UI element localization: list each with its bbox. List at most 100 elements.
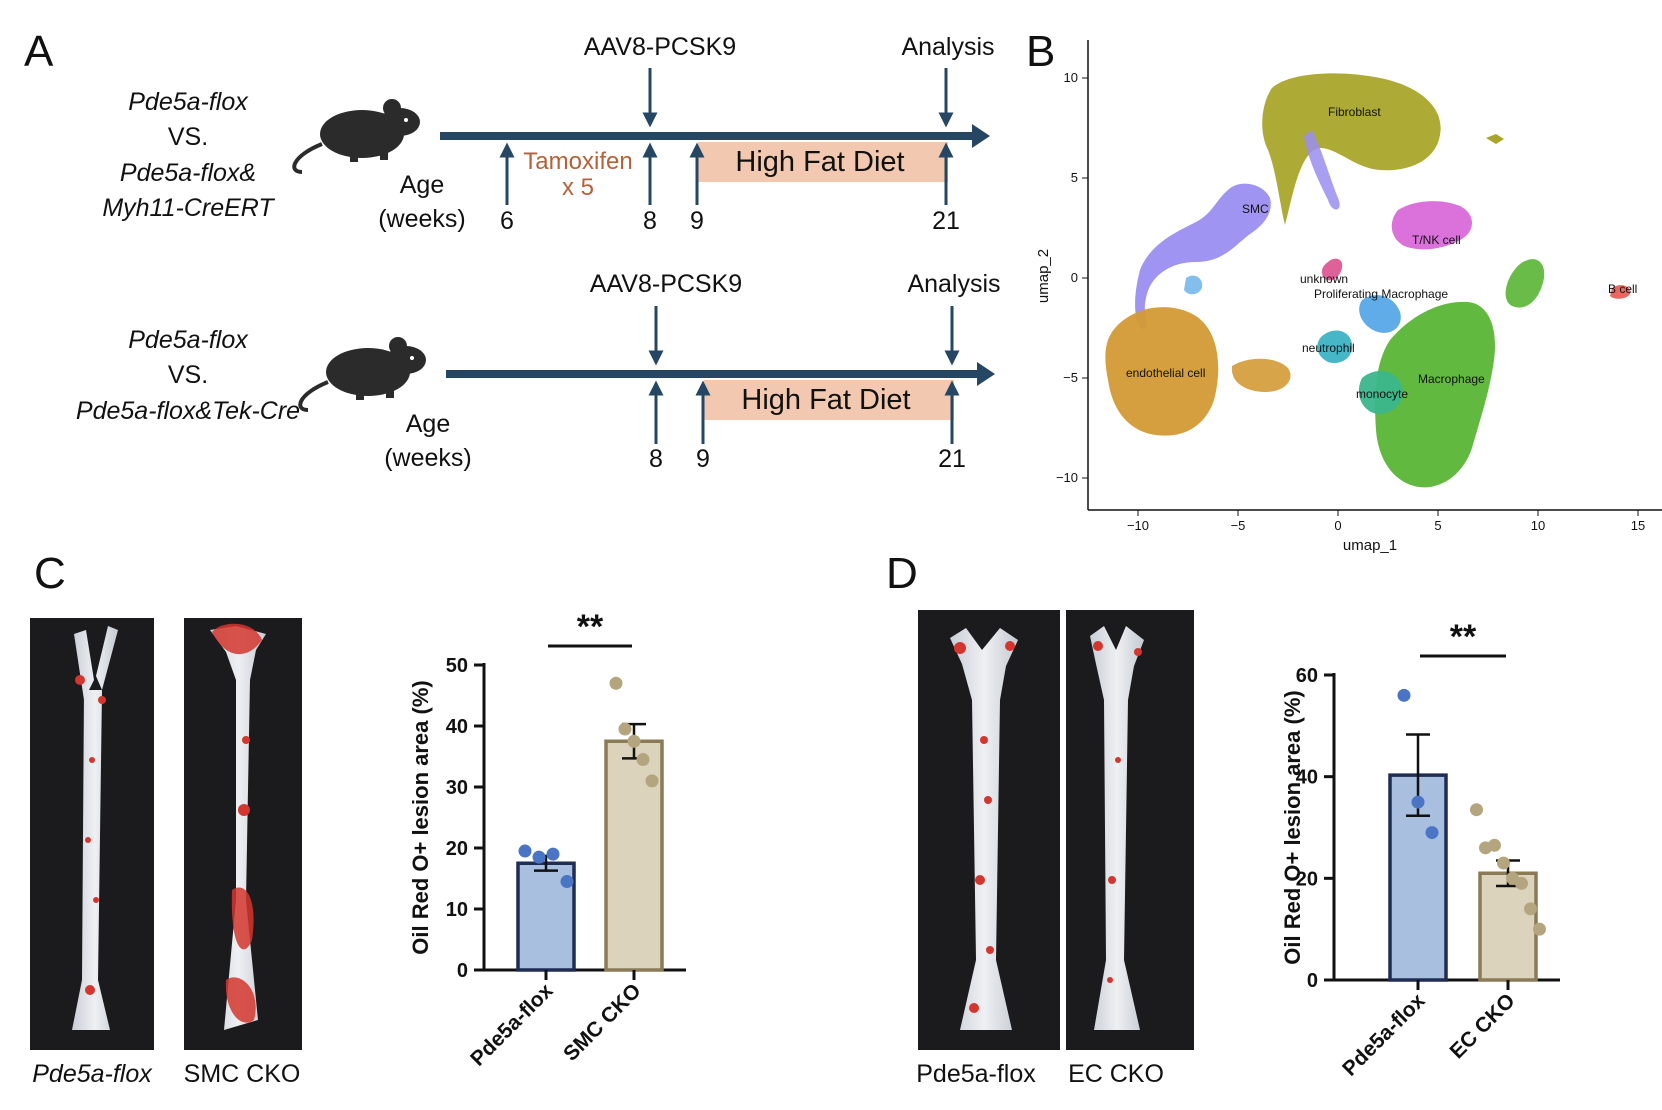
photo-caption: SMC CKO bbox=[184, 1060, 301, 1088]
significance-label: ** bbox=[577, 608, 604, 646]
mouse-icon bbox=[298, 337, 426, 412]
data-point bbox=[609, 676, 623, 690]
photo-caption: EC CKO bbox=[1068, 1060, 1164, 1088]
week-label: 21 bbox=[932, 207, 960, 235]
y-tick-label: 40 bbox=[1296, 767, 1318, 789]
age-unit-label: (weeks) bbox=[378, 205, 466, 233]
cluster-smc-branch bbox=[1304, 130, 1340, 210]
cluster-macrophage bbox=[1375, 301, 1495, 488]
week-label: 21 bbox=[938, 445, 966, 473]
data-point bbox=[532, 850, 546, 864]
umap-ytick: −10 bbox=[1056, 470, 1078, 485]
vs-label: VS. bbox=[168, 123, 208, 151]
cluster-macrophage-tail bbox=[1505, 259, 1545, 308]
umap-xtick: 15 bbox=[1631, 518, 1645, 533]
cluster-label: B cell bbox=[1608, 282, 1637, 296]
x-tick-label: Pde5a-flox bbox=[466, 979, 558, 1071]
panel-label-b: B bbox=[1026, 27, 1055, 76]
x-tick-label: EC CKO bbox=[1446, 989, 1520, 1063]
timeline-arrowhead bbox=[972, 124, 990, 148]
week-label: 8 bbox=[643, 207, 657, 235]
group-ko-label-line1: Pde5a-flox& bbox=[120, 159, 256, 187]
group-control-label: Pde5a-flox bbox=[128, 326, 249, 354]
y-axis-label: Oil Red O+ lesion area (%) bbox=[1280, 690, 1305, 964]
cluster-smc bbox=[1135, 183, 1271, 330]
bar-chart-c: 0 10 20 30 40 50 Oil Red O+ lesion area (%) Pde… bbox=[408, 608, 686, 1071]
tamoxifen-label: Tamoxifen bbox=[523, 148, 632, 175]
data-point bbox=[518, 844, 532, 858]
y-tick-label: 40 bbox=[446, 716, 468, 738]
injection-label: AAV8-PCSK9 bbox=[584, 33, 736, 61]
umap-y-label: umap_2 bbox=[1035, 249, 1052, 303]
umap-ytick: −5 bbox=[1063, 370, 1078, 385]
cluster-label: Macrophage bbox=[1418, 372, 1485, 386]
y-tick-label: 10 bbox=[446, 899, 468, 921]
vs-label: VS. bbox=[168, 361, 208, 389]
timeline-arrowhead bbox=[977, 362, 995, 386]
analysis-label: Analysis bbox=[907, 270, 1000, 298]
y-tick-label: 0 bbox=[1307, 970, 1318, 992]
timeline-ec: Pde5a-flox VS. Pde5a-flox&Tek-Cre Age (w… bbox=[76, 270, 1001, 473]
data-point bbox=[627, 734, 641, 748]
umap-xtick: −10 bbox=[1127, 518, 1149, 533]
hfd-bar bbox=[704, 380, 954, 420]
hfd-label: High Fat Diet bbox=[741, 384, 910, 416]
y-tick-label: 30 bbox=[446, 777, 468, 799]
tamoxifen-dose-label: x 5 bbox=[562, 174, 594, 201]
cluster-label: monocyte bbox=[1356, 387, 1408, 401]
umap-xtick: 10 bbox=[1531, 518, 1545, 533]
week-label: 9 bbox=[696, 445, 710, 473]
x-tick-label: SMC CKO bbox=[559, 979, 645, 1065]
group-ko-label: Pde5a-flox&Tek-Cre bbox=[76, 397, 300, 425]
cluster-bcell bbox=[1610, 285, 1631, 299]
data-point bbox=[1470, 803, 1483, 817]
y-tick-label: 50 bbox=[446, 655, 468, 677]
cluster-tnk bbox=[1391, 201, 1472, 250]
panel-label-d: D bbox=[886, 549, 918, 598]
umap-ytick: 0 bbox=[1071, 270, 1078, 285]
cluster-endothelial-side bbox=[1231, 358, 1291, 392]
umap-ytick: 10 bbox=[1064, 70, 1078, 85]
data-point bbox=[1497, 856, 1510, 870]
mouse-icon bbox=[292, 99, 420, 174]
umap-xtick: −5 bbox=[1231, 518, 1246, 533]
panel-label-a: A bbox=[24, 27, 54, 76]
cluster-label: neutrophil bbox=[1302, 341, 1355, 355]
umap-ytick: 5 bbox=[1071, 170, 1078, 185]
aorta-photo-d-cko bbox=[1066, 610, 1194, 1050]
umap-clusters bbox=[1105, 73, 1631, 488]
data-point bbox=[618, 722, 632, 736]
data-point bbox=[1397, 688, 1411, 702]
data-point bbox=[546, 847, 560, 861]
data-point bbox=[645, 774, 659, 788]
umap-plot: Fibroblast SMC T/NK cell unknown Prolife… bbox=[1035, 40, 1662, 554]
photo-caption: Pde5a-flox bbox=[916, 1060, 1036, 1088]
cluster-label: SMC bbox=[1242, 202, 1269, 216]
week-label: 8 bbox=[649, 445, 663, 473]
panel-label-c: C bbox=[34, 549, 66, 598]
cluster-neutrophil bbox=[1317, 330, 1353, 364]
group-ko-label-line2: Myh11-CreERT bbox=[102, 194, 275, 222]
umap-x-ticks: −10 −5 0 5 10 15 bbox=[1127, 510, 1645, 533]
data-point bbox=[1524, 902, 1537, 916]
aorta-photo-c-cko bbox=[184, 618, 302, 1050]
age-unit-label: (weeks) bbox=[384, 444, 472, 472]
y-tick-label: 60 bbox=[1296, 665, 1318, 687]
data-point bbox=[1533, 922, 1546, 936]
hfd-label: High Fat Diet bbox=[735, 146, 904, 178]
hfd-bar bbox=[698, 142, 948, 182]
cluster-label: T/NK cell bbox=[1412, 233, 1461, 247]
cluster-fibroblast-extra bbox=[1486, 134, 1504, 144]
y-tick-label: 0 bbox=[457, 960, 468, 982]
umap-x-label: umap_1 bbox=[1343, 537, 1397, 554]
data-point bbox=[1515, 876, 1528, 890]
umap-y-ticks: 10 5 0 −5 −10 bbox=[1056, 70, 1088, 485]
aorta-photo-c-control bbox=[30, 618, 154, 1050]
data-point bbox=[1425, 826, 1439, 840]
cluster-label: Fibroblast bbox=[1328, 105, 1381, 119]
photo-caption: Pde5a-flox bbox=[32, 1060, 153, 1088]
cluster-label: endothelial cell bbox=[1126, 366, 1205, 380]
cluster-unknown bbox=[1321, 258, 1343, 281]
timeline-smc: Pde5a-flox VS. Pde5a-flox& Myh11-CreERT … bbox=[102, 33, 994, 235]
